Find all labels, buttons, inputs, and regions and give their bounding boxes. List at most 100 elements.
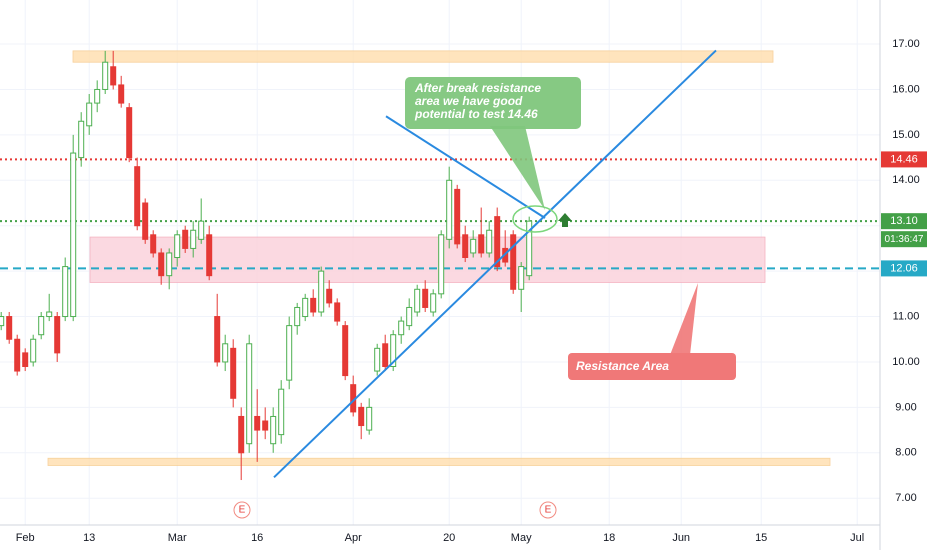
x-tick-label: May (511, 532, 532, 544)
zone (89, 236, 766, 283)
price-badge-label: 13.10 (890, 215, 918, 227)
trendline (385, 115, 546, 219)
candle-body (126, 107, 133, 159)
label-pointer (670, 283, 698, 355)
zone (72, 50, 774, 63)
candle-body (478, 234, 485, 254)
y-tick-label: 16.00 (892, 83, 920, 95)
candle-body (86, 102, 93, 127)
candle-body (486, 229, 493, 254)
countdown: 01:36:47 (885, 234, 924, 245)
highlight-ellipse (512, 205, 558, 233)
candle-body (30, 338, 37, 363)
x-tick-label: 20 (443, 532, 455, 544)
candle-body (414, 288, 421, 313)
candle-body (446, 179, 453, 240)
candle-body (270, 415, 277, 445)
x-tick-label: 13 (83, 532, 95, 544)
candle-body (182, 229, 189, 249)
candle-body (214, 316, 221, 363)
price-badge (881, 260, 927, 277)
x-tick-label: 15 (755, 532, 767, 544)
candle-body (22, 352, 29, 368)
candle-body (254, 415, 261, 431)
candle-body (438, 234, 445, 295)
candle-body (334, 302, 341, 322)
callout-pointer (490, 126, 545, 210)
x-tick-label: 18 (603, 532, 615, 544)
candle-body (510, 234, 517, 290)
candle-body (302, 297, 309, 318)
x-tick-label: Apr (345, 532, 362, 544)
candle-body (142, 202, 149, 240)
price-badge (881, 151, 927, 168)
candle-body (294, 306, 301, 327)
x-tick-label: Mar (168, 532, 187, 544)
candle-body (470, 238, 477, 254)
zone (47, 457, 831, 466)
countdown-badge (881, 231, 927, 248)
candle-body (246, 343, 253, 445)
x-tick-label: 16 (251, 532, 263, 544)
y-tick-label: 14.00 (892, 174, 920, 186)
candle-body (150, 234, 157, 254)
x-tick-label: Feb (16, 532, 35, 544)
y-tick-label: 17.00 (892, 38, 920, 50)
candle-body (102, 61, 109, 90)
candle-body (318, 270, 325, 313)
y-tick-label: 15.00 (892, 129, 920, 141)
candle-body (134, 166, 141, 227)
candle-body (278, 388, 285, 436)
candle-body (526, 220, 533, 277)
x-tick-label: Jun (672, 532, 690, 544)
candle-body (494, 216, 501, 268)
callout-text: potential to test 14.46 (414, 107, 538, 121)
candle-body (230, 347, 237, 399)
label-box (568, 353, 736, 380)
price-badge-label: 12.06 (890, 262, 918, 274)
candle-body (382, 343, 389, 368)
callout-text: area we have good (415, 94, 523, 108)
candle-body (70, 152, 77, 318)
event-marker (539, 501, 557, 519)
candle-body (454, 188, 461, 245)
callout-text: After break resistance (414, 81, 541, 95)
y-tick-label: 7.00 (895, 492, 916, 504)
candle-body (326, 288, 333, 304)
zone-label: Resistance Area (576, 359, 669, 373)
price-badge (881, 213, 927, 230)
candle-body (462, 234, 469, 259)
candle-body (78, 120, 85, 159)
event-label: E (545, 505, 552, 516)
candle-body (206, 234, 213, 277)
candle-body (422, 288, 429, 308)
candle-body (0, 316, 5, 327)
candle-body (14, 338, 21, 372)
candle-body (238, 415, 245, 454)
candle-body (110, 66, 117, 86)
event-marker (233, 501, 251, 519)
price-badge-label: 14.46 (890, 153, 918, 165)
candle-body (286, 325, 293, 381)
candle-body (406, 306, 413, 327)
candle-body (166, 252, 173, 277)
candle-body (358, 406, 365, 427)
candle-body (398, 320, 405, 336)
candle-body (310, 297, 317, 313)
candle-body (390, 334, 397, 368)
candle-body (174, 234, 181, 259)
candle-body (374, 347, 381, 372)
candle-body (198, 220, 205, 240)
candle-body (366, 406, 373, 431)
candle-body (190, 229, 197, 249)
candle-body (94, 88, 101, 104)
y-tick-label: 10.00 (892, 356, 920, 368)
candle-body (62, 266, 69, 318)
y-tick-label: 11.00 (893, 310, 920, 322)
candle-body (46, 311, 53, 318)
candle-body (118, 84, 125, 104)
candle-body (38, 316, 45, 336)
candle-body (262, 420, 269, 431)
